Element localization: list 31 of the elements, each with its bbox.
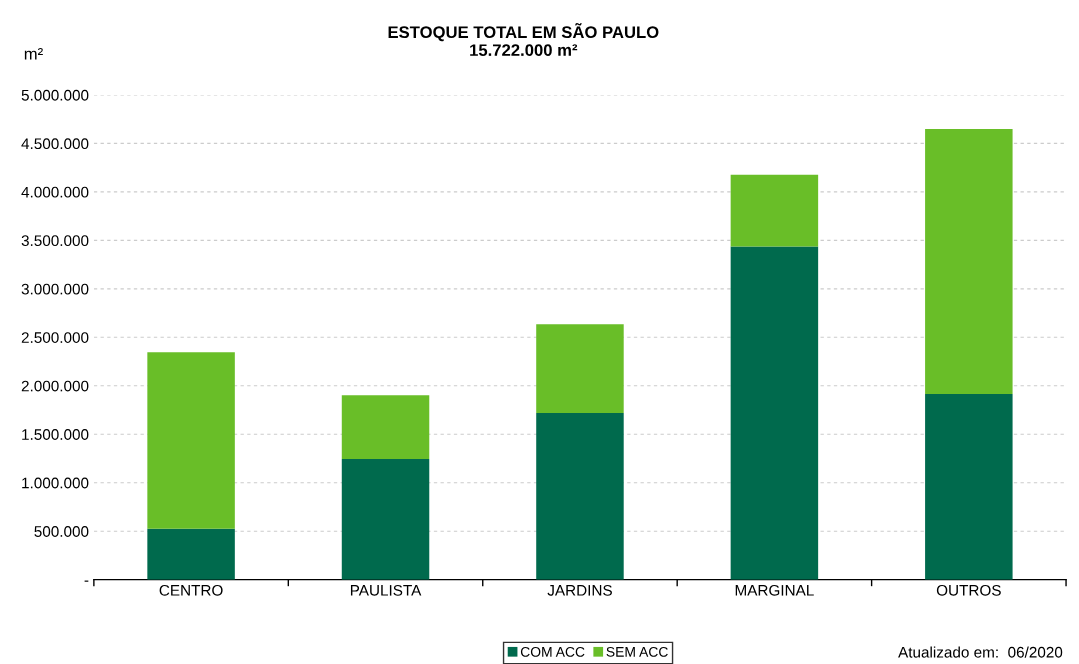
y-tick-label: 500.000 bbox=[34, 526, 89, 537]
text: Atualizado em: 06/2020 bbox=[898, 646, 1063, 658]
y-tick-label: 3.500.000 bbox=[21, 235, 89, 247]
bar bbox=[341, 458, 430, 580]
bar bbox=[925, 394, 1013, 580]
legend-label: SEM ACC bbox=[606, 646, 668, 657]
x-tick-label: PAULISTA bbox=[350, 584, 422, 596]
bar bbox=[341, 395, 430, 459]
chart-title: ESTOQUE TOTAL EM SÃO PAULO 15.722.000 m² bbox=[388, 23, 659, 57]
bar bbox=[536, 324, 624, 414]
bar bbox=[147, 352, 235, 529]
x-tick-label: JARDINS bbox=[547, 584, 612, 596]
legend-label: COM ACC bbox=[520, 646, 585, 657]
y-tick-label: 2.000.000 bbox=[21, 380, 89, 392]
bar bbox=[147, 528, 235, 580]
x-tick-label: MARGINAL bbox=[735, 584, 814, 596]
y-tick-label: 4.000.000 bbox=[21, 186, 89, 198]
bar bbox=[925, 128, 1013, 395]
y-tick-label: - bbox=[84, 580, 89, 582]
x-tick-label: CENTRO bbox=[159, 584, 223, 596]
y-tick-label: 5.000.000 bbox=[21, 89, 89, 101]
bar bbox=[730, 174, 819, 247]
bar bbox=[536, 413, 624, 580]
bar bbox=[730, 246, 819, 580]
y-tick-label: 1.000.000 bbox=[22, 477, 89, 489]
y-axis-title: m² bbox=[24, 48, 43, 60]
y-tick-label: 2.500.000 bbox=[21, 332, 89, 343]
y-tick-label: 3.000.000 bbox=[21, 283, 89, 295]
y-tick-label: 4.500.000 bbox=[21, 138, 89, 150]
y-tick-label: 1.500.000 bbox=[22, 429, 89, 440]
x-tick-label: OUTROS bbox=[936, 584, 1001, 596]
